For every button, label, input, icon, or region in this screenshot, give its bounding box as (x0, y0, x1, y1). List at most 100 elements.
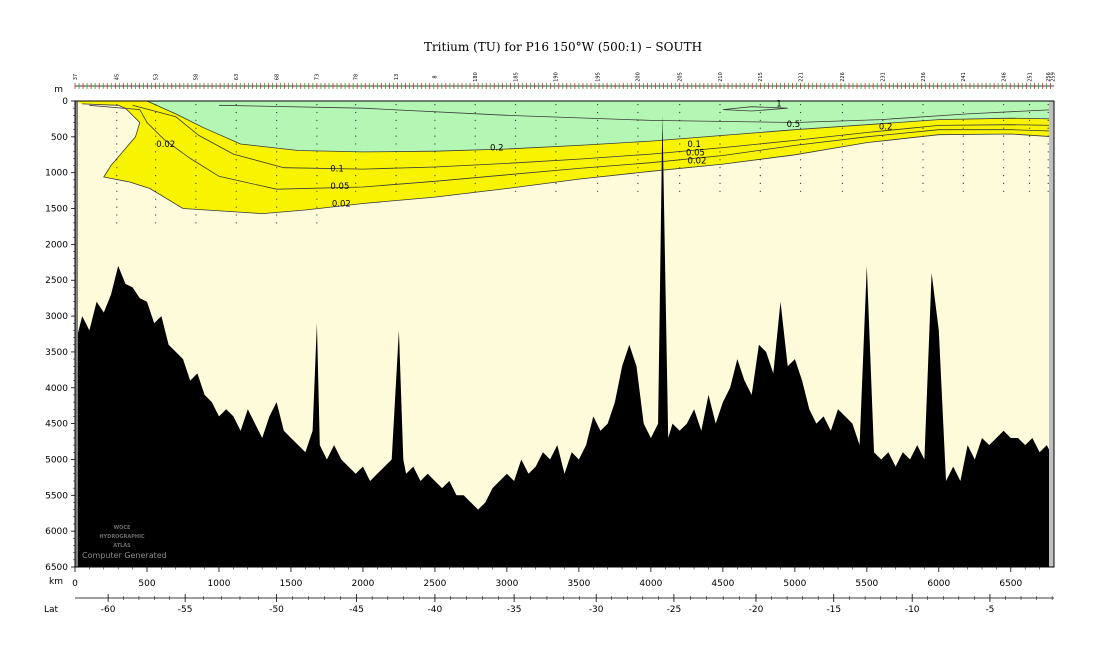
distance-tick-label: 3500 (567, 579, 590, 589)
sample-dot (355, 159, 357, 161)
sample-dot (841, 111, 844, 114)
sample-dot (882, 143, 884, 145)
sample-dot (514, 135, 517, 137)
sample-dot (1003, 127, 1005, 129)
station-label: 37 (73, 74, 79, 80)
sample-dot (355, 119, 357, 121)
left-boundary-strip (75, 101, 78, 567)
sample-dot (597, 127, 599, 129)
sample-dot (800, 151, 802, 153)
sample-dot (474, 190, 476, 192)
sample-dot (679, 159, 681, 161)
station-label: 58 (194, 74, 200, 80)
sample-dot (800, 119, 802, 121)
station-label: 251 (1027, 72, 1033, 82)
sample-dot (1028, 119, 1031, 121)
latitude-tick-label: -50 (269, 605, 284, 615)
sample-dot (597, 167, 599, 169)
contour-label: 0.1 (687, 140, 701, 150)
depth-tick-label: 2000 (45, 240, 68, 250)
sample-dot (841, 119, 844, 121)
sample-dot (962, 127, 964, 129)
depth-unit-label: m (54, 85, 63, 95)
sample-dot (597, 190, 599, 192)
distance-tick-label: 0 (72, 579, 78, 589)
sample-dot (1028, 175, 1031, 177)
depth-tick-label: 3500 (45, 348, 68, 358)
sample-dot (276, 167, 278, 169)
sample-dot (514, 119, 517, 121)
sample-dot (759, 167, 761, 169)
sample-dot (841, 127, 844, 129)
distance-axis: km 0 500 1000 1500 2000 2500 3000 3500 4000 4500 50… (49, 567, 1040, 589)
sample-dot (597, 135, 599, 137)
sample-dot (316, 167, 318, 169)
isoline-1 (722, 106, 788, 112)
isoline-0.5 (218, 104, 1055, 123)
latitude-tick-label: -35 (507, 605, 522, 615)
station-label: 195 (595, 72, 601, 82)
sample-dot (1047, 104, 1049, 106)
sample-dot (276, 222, 278, 224)
sample-dot (555, 151, 557, 153)
sample-dot (719, 175, 721, 177)
sample-dot (395, 104, 397, 106)
sample-dot (474, 167, 476, 169)
sample-dot (155, 190, 157, 192)
sample-dot (800, 182, 802, 184)
sample-dot (637, 104, 639, 106)
distance-tick-label: 2500 (423, 579, 446, 589)
sample-dot (276, 206, 278, 208)
sample-dot (276, 198, 278, 200)
sample-dot (1047, 111, 1049, 114)
sample-dot (116, 175, 118, 177)
sample-dot (1003, 151, 1005, 153)
contour-label: 0.2 (879, 123, 893, 133)
sample-dot (155, 119, 157, 121)
distance-tick-label: 3000 (495, 579, 518, 589)
sample-dot (882, 127, 884, 129)
sample-dot (759, 182, 761, 184)
sample-dot (922, 190, 924, 192)
station-label: 236 (921, 72, 927, 82)
sample-dot (1028, 167, 1031, 169)
sample-dot (235, 159, 237, 161)
sample-dot (1003, 167, 1005, 169)
sample-dot (474, 143, 476, 145)
isoline-group (82, 100, 1055, 215)
sample-dot (882, 175, 884, 177)
distance-tick-label: 1000 (208, 579, 231, 589)
sample-dot (514, 190, 517, 192)
latitude-axis-label: Lat (44, 605, 59, 615)
sample-dot (116, 182, 118, 184)
sample-dot (434, 182, 436, 184)
station-label: 259 (1050, 72, 1056, 82)
sample-dot (800, 127, 802, 129)
sample-dot (116, 119, 118, 121)
sample-dot (922, 135, 924, 137)
sample-dot (1047, 159, 1049, 161)
sample-dot (395, 111, 397, 114)
sample-dot (235, 167, 237, 169)
station-label: 215 (758, 72, 764, 82)
sample-dot (235, 135, 237, 137)
sample-dot (514, 182, 517, 184)
sample-dot (555, 135, 557, 137)
sample-dot (355, 127, 357, 129)
sample-dot (276, 182, 278, 184)
contour-label: 0.02 (332, 199, 351, 209)
sample-dot (434, 111, 436, 114)
sample-dot (116, 143, 118, 145)
sample-dot (434, 143, 436, 145)
sample-dot (116, 159, 118, 161)
sample-dot (276, 111, 278, 114)
sample-dot (882, 182, 884, 184)
sample-dot (316, 159, 318, 161)
sample-dot (922, 151, 924, 153)
sample-dot (195, 206, 197, 208)
sample-dot (195, 167, 197, 169)
sample-dot (597, 159, 599, 161)
sample-dot (195, 135, 197, 137)
sample-dot (555, 119, 557, 121)
